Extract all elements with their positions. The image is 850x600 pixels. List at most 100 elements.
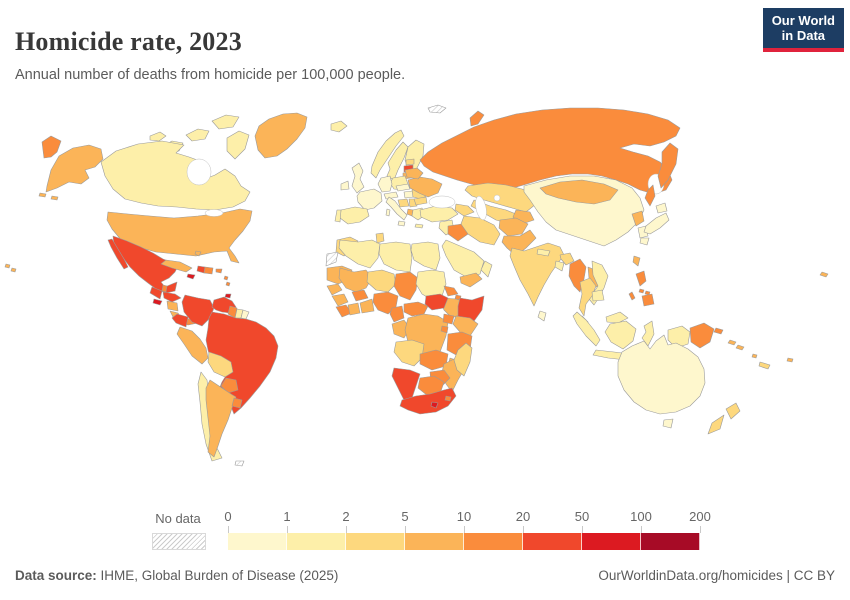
country-lesser-antilles[interactable]: [225, 281, 231, 287]
country-greenland[interactable]: [254, 112, 308, 159]
country-peru[interactable]: [176, 326, 209, 365]
country-mexico[interactable]: [112, 235, 180, 294]
country-indonesia-sumatra[interactable]: [572, 311, 601, 347]
country-iraq[interactable]: [447, 223, 469, 242]
country-mongolia[interactable]: [539, 179, 619, 205]
country-rwanda-burundi[interactable]: [440, 325, 449, 334]
country-ecuador[interactable]: [171, 313, 189, 328]
country-colombia[interactable]: [181, 294, 215, 327]
country-nicaragua[interactable]: [166, 300, 179, 312]
country-indonesia-borneo[interactable]: [604, 320, 637, 350]
country-tunisia[interactable]: [375, 232, 385, 244]
country-chad[interactable]: [393, 271, 419, 301]
legend-bin-20-50[interactable]: [523, 533, 582, 550]
country-fiji[interactable]: [786, 357, 794, 363]
country-jamaica[interactable]: [186, 273, 196, 280]
country-philippines-palawan[interactable]: [628, 291, 636, 301]
country-india-northeast[interactable]: [559, 252, 575, 266]
country-usa-hawaii[interactable]: [10, 267, 17, 273]
country-philippines-mindanao[interactable]: [641, 293, 655, 307]
country-czechia-slovakia[interactable]: [395, 183, 411, 192]
country-canada[interactable]: [100, 140, 251, 211]
country-philippines-visayas[interactable]: [638, 288, 645, 294]
country-malaysia-borneo[interactable]: [605, 311, 629, 324]
country-lesotho[interactable]: [430, 401, 439, 409]
country-iceland[interactable]: [330, 120, 348, 133]
country-switzerland-austria[interactable]: [383, 191, 399, 200]
country-russia-kamchatka[interactable]: [657, 142, 679, 189]
country-el-salvador[interactable]: [152, 298, 163, 306]
country-belize[interactable]: [161, 284, 168, 293]
country-uganda[interactable]: [442, 313, 455, 325]
country-trinidad[interactable]: [224, 293, 232, 299]
country-algeria[interactable]: [338, 239, 381, 269]
country-iran[interactable]: [460, 215, 501, 246]
country-png-new-britain[interactable]: [713, 327, 724, 335]
country-solomon-islands[interactable]: [727, 339, 737, 346]
country-cameroon[interactable]: [389, 305, 405, 323]
country-italy-sicily[interactable]: [397, 220, 406, 227]
country-italy[interactable]: [385, 196, 408, 221]
country-vanuatu[interactable]: [751, 353, 758, 359]
country-haiti[interactable]: [196, 265, 206, 274]
country-australia[interactable]: [617, 334, 706, 415]
country-western-sahara[interactable]: [325, 251, 339, 267]
country-guatemala[interactable]: [149, 286, 163, 300]
country-svalbard[interactable]: [427, 104, 447, 114]
country-lesser-antilles[interactable]: [223, 275, 229, 281]
legend-bin-50-100[interactable]: [582, 533, 641, 550]
country-russia-sakhalin[interactable]: [644, 184, 656, 207]
country-united-kingdom[interactable]: [351, 162, 365, 194]
country-thailand[interactable]: [578, 277, 597, 317]
country-alaska[interactable]: [45, 144, 104, 193]
country-falkland-islands[interactable]: [234, 460, 245, 467]
country-ukraine[interactable]: [407, 176, 443, 198]
country-pacific-islands[interactable]: [819, 271, 829, 278]
country-madagascar[interactable]: [453, 342, 473, 377]
country-guinea[interactable]: [331, 293, 349, 307]
country-eritrea[interactable]: [443, 285, 459, 297]
country-senegal[interactable]: [326, 283, 343, 296]
country-russia-chukotka[interactable]: [41, 135, 62, 159]
country-bahamas[interactable]: [194, 250, 202, 257]
country-argentina[interactable]: [205, 379, 237, 458]
country-germany[interactable]: [377, 175, 393, 193]
country-namibia[interactable]: [391, 367, 421, 401]
country-turkey[interactable]: [419, 205, 459, 223]
country-canada[interactable]: [149, 131, 167, 142]
country-yemen[interactable]: [459, 272, 483, 288]
country-uruguay[interactable]: [231, 397, 243, 409]
country-solomon-islands[interactable]: [735, 344, 745, 351]
country-dominican-republic[interactable]: [203, 266, 214, 275]
country-cambodia[interactable]: [591, 289, 605, 302]
country-australia-tasmania[interactable]: [662, 418, 674, 429]
country-bolivia[interactable]: [207, 351, 234, 378]
country-canada[interactable]: [226, 130, 250, 160]
country-mexico-baja[interactable]: [107, 238, 129, 270]
footer-link[interactable]: OurWorldinData.org/homicides | CC BY: [598, 568, 835, 583]
country-sweden[interactable]: [386, 141, 409, 181]
country-bangladesh[interactable]: [554, 260, 565, 272]
country-japan-honshu[interactable]: [643, 212, 670, 235]
country-libya[interactable]: [378, 241, 413, 273]
country-bulgaria[interactable]: [413, 196, 428, 206]
country-saudi-arabia[interactable]: [441, 239, 485, 279]
country-japan-kyushu[interactable]: [639, 237, 650, 246]
country-paraguay[interactable]: [220, 377, 239, 394]
country-south-sudan[interactable]: [424, 293, 449, 311]
country-angola[interactable]: [393, 339, 425, 367]
country-belarus[interactable]: [404, 167, 424, 180]
country-niger[interactable]: [366, 269, 397, 293]
country-oman[interactable]: [480, 260, 493, 278]
country-india[interactable]: [509, 242, 565, 307]
country-canada[interactable]: [211, 114, 240, 130]
legend-bin-2-5[interactable]: [346, 533, 405, 550]
country-sri-lanka[interactable]: [537, 310, 547, 322]
country-egypt[interactable]: [410, 241, 441, 271]
legend-bin-5-10[interactable]: [405, 533, 464, 550]
country-honduras[interactable]: [162, 291, 182, 303]
country-spain[interactable]: [339, 206, 370, 225]
country-japan-hokkaido[interactable]: [655, 202, 668, 214]
legend-bin-1-2[interactable]: [287, 533, 346, 550]
legend-bin-100-200[interactable]: [641, 533, 700, 550]
